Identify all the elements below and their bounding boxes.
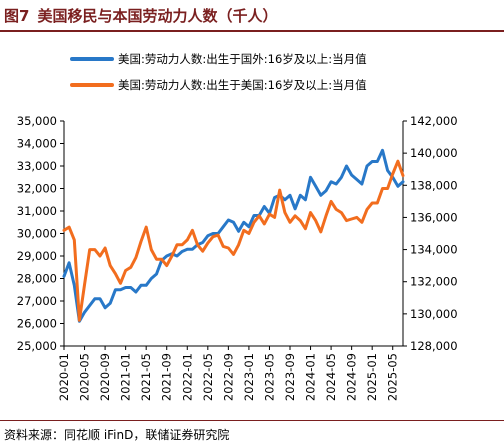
- x-tick-label: 2025-05: [386, 353, 400, 401]
- x-tick-label: 2023-01: [242, 353, 256, 401]
- y-right-tick-label: 130,000: [410, 307, 458, 321]
- x-tick-label: 2020-09: [98, 353, 112, 401]
- x-tick-label: 2020-01: [57, 353, 71, 401]
- figure-title-text: 美国移民与本国劳动力人数（千人）: [37, 7, 278, 25]
- y-right-tick-label: 136,000: [410, 210, 458, 224]
- chart-series: [62, 148, 405, 323]
- legend-label-2: 美国:劳动力人数:出生于美国:16岁及以上:当月值: [118, 78, 367, 92]
- legend-label-1: 美国:劳动力人数:出生于国外:16岁及以上:当月值: [118, 52, 367, 66]
- y-right-tick-label: 128,000: [410, 339, 458, 353]
- x-tick-label: 2021-01: [119, 353, 133, 401]
- y-left-tick-label: 31,000: [17, 204, 57, 218]
- y-right-tick-label: 134,000: [410, 243, 458, 257]
- x-tick-label: 2021-09: [160, 353, 174, 401]
- y-right-tick-label: 140,000: [410, 146, 458, 160]
- figure-number: 图7: [4, 7, 30, 25]
- figure-title: 图7 美国移民与本国劳动力人数（千人）: [4, 5, 277, 26]
- y-left-tick-label: 28,000: [17, 272, 57, 286]
- source-note: 资料来源：同花顺 iFinD，联储证券研究院: [4, 428, 230, 442]
- y-left-tick-label: 33,000: [17, 159, 57, 173]
- y-left-tick-label: 27,000: [17, 294, 57, 308]
- x-tick-label: 2022-01: [180, 353, 194, 401]
- y-left-tick-label: 30,000: [17, 227, 57, 241]
- y-left-tick-label: 35,000: [17, 114, 57, 128]
- y-left-tick-label: 32,000: [17, 182, 57, 196]
- x-tick-label: 2023-05: [262, 353, 276, 401]
- series-line-2: [62, 159, 405, 322]
- x-tick-label: 2025-01: [365, 353, 379, 401]
- dual-axis-line-chart: 美国:劳动力人数:出生于国外:16岁及以上:当月值美国:劳动力人数:出生于美国:…: [17, 52, 458, 401]
- y-left-tick-label: 26,000: [17, 317, 57, 331]
- y-left-tick-label: 25,000: [17, 339, 57, 353]
- y-left-tick-label: 34,000: [17, 137, 57, 151]
- x-tick-label: 2021-05: [139, 353, 153, 401]
- footer-divider: [0, 420, 504, 421]
- y-left-tick-label: 29,000: [17, 249, 57, 263]
- x-tick-label: 2024-09: [345, 353, 359, 401]
- y-right-tick-label: 138,000: [410, 178, 458, 192]
- series-line-1: [62, 148, 405, 323]
- x-tick-label: 2022-05: [201, 353, 215, 401]
- x-tick-label: 2022-09: [221, 353, 235, 401]
- chart-legend: 美国:劳动力人数:出生于国外:16岁及以上:当月值美国:劳动力人数:出生于美国:…: [70, 52, 367, 92]
- y-right-tick-label: 142,000: [410, 114, 458, 128]
- x-tick-label: 2024-05: [324, 353, 338, 401]
- x-tick-label: 2020-05: [78, 353, 92, 401]
- y-right-tick-label: 132,000: [410, 275, 458, 289]
- x-tick-label: 2023-09: [283, 353, 297, 401]
- x-tick-label: 2024-01: [304, 353, 318, 401]
- chart-axes: 25,000 26,000 27,000 28,000 29,000 30,000 31,0…: [17, 114, 458, 401]
- figure-header: 图7 美国移民与本国劳动力人数（千人）: [0, 0, 504, 32]
